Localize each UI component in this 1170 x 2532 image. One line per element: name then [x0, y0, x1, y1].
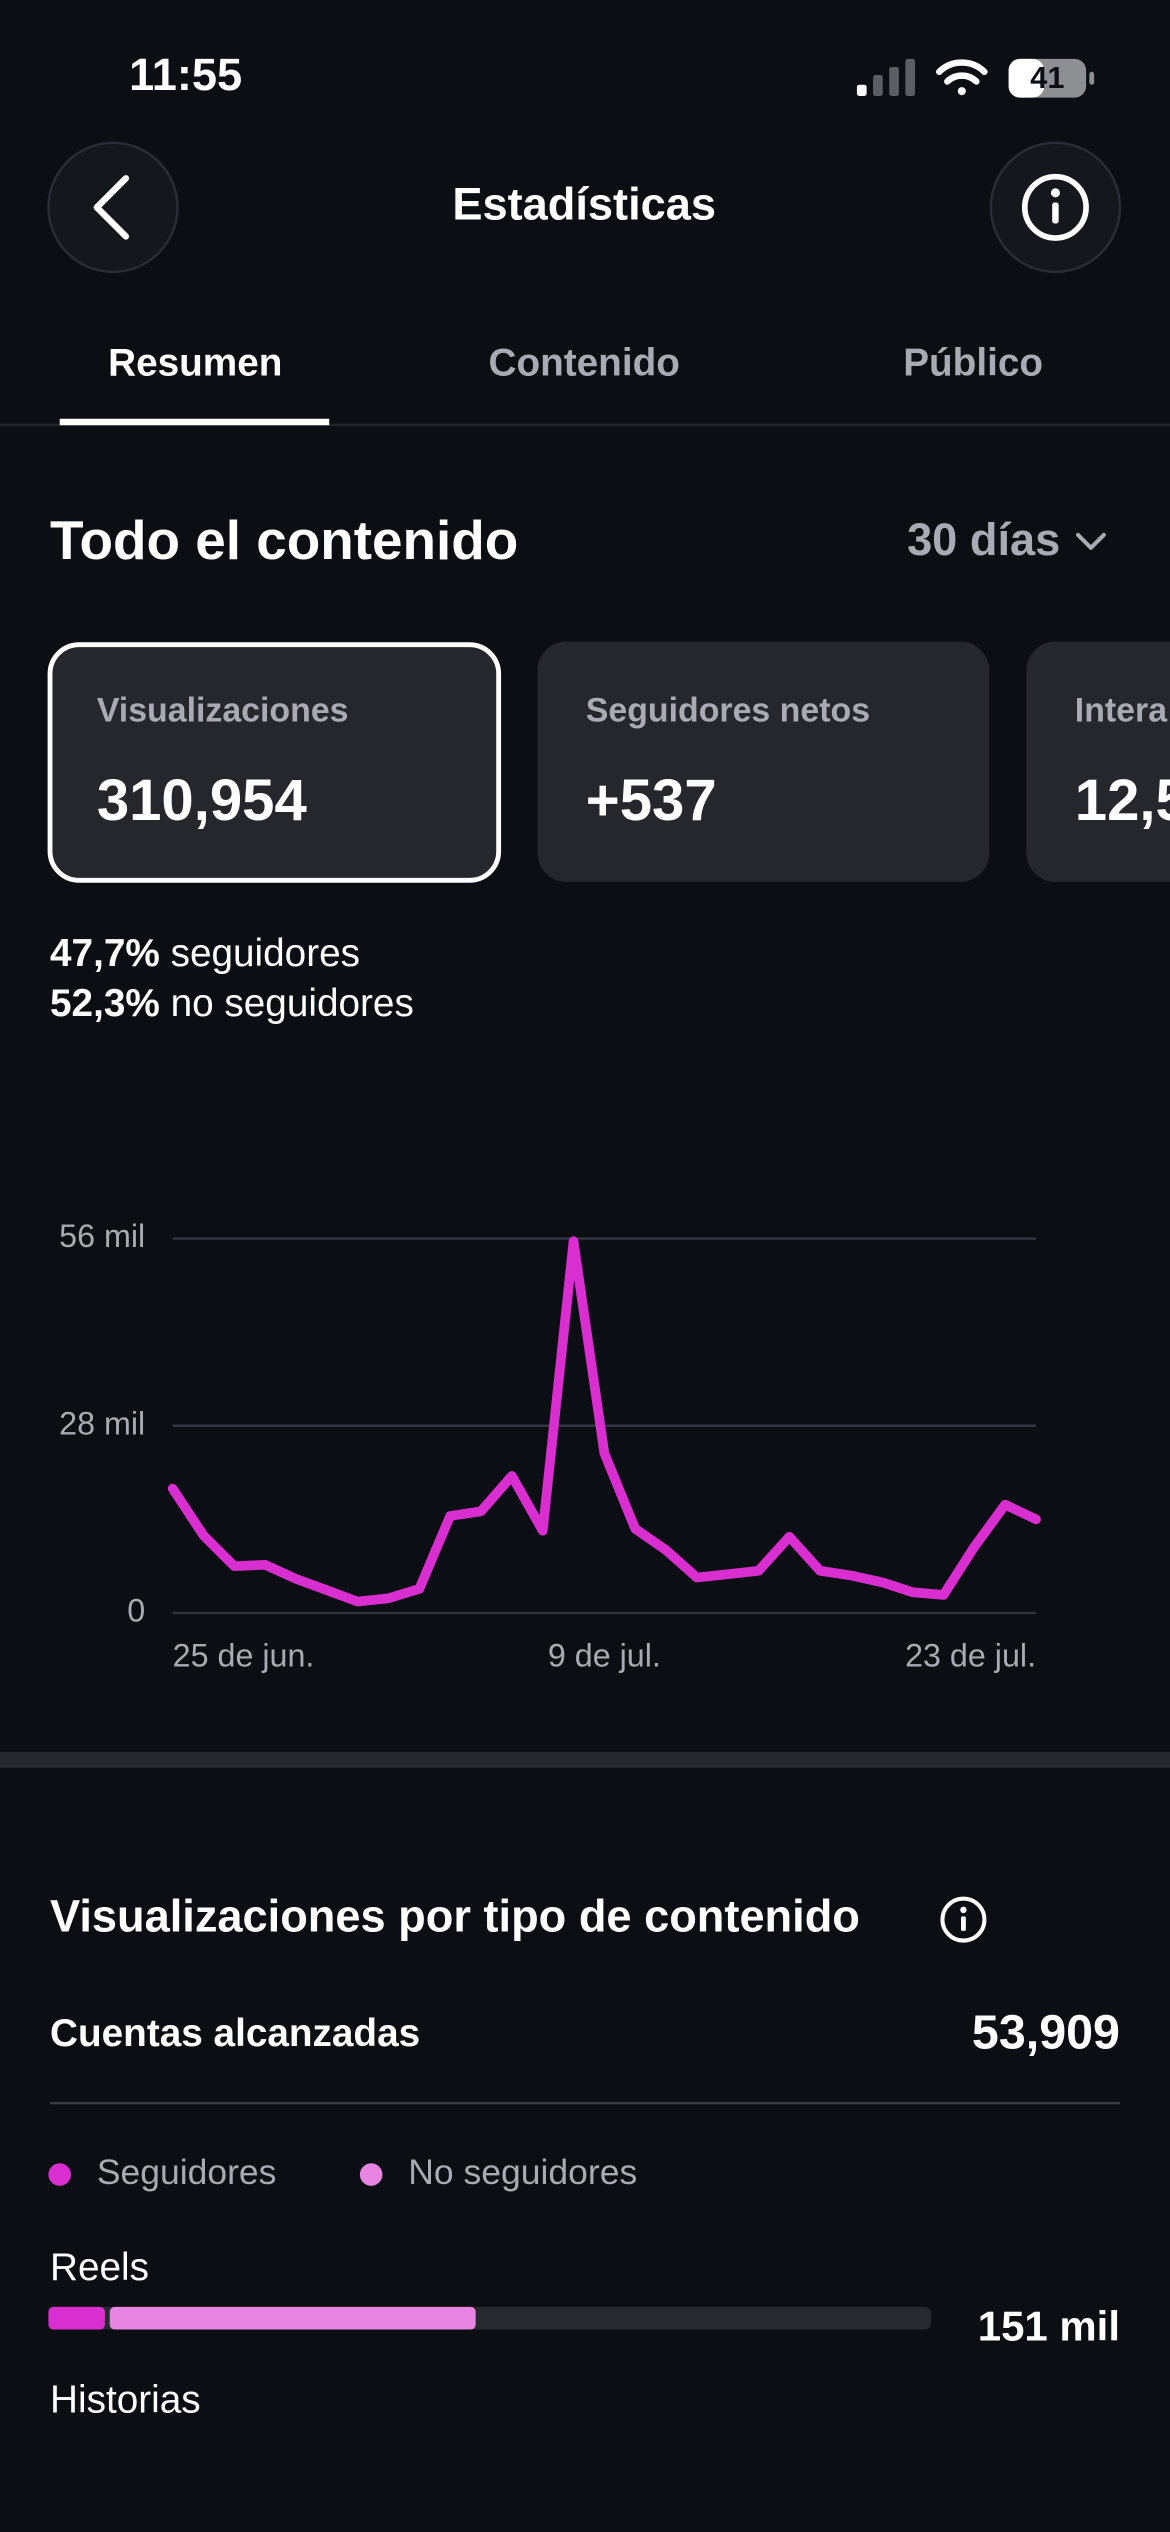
page-title: Estadísticas — [452, 178, 716, 229]
legend-label: No seguidores — [408, 2152, 637, 2192]
section-title: Todo el contenido — [50, 509, 518, 571]
legend-dot — [359, 2163, 383, 2186]
section-divider — [0, 1751, 1170, 1768]
audience-line: 52,3% no seguidores — [50, 982, 414, 1025]
y-tick-label: 56 mil — [59, 1218, 145, 1254]
data-line — [167, 1236, 1041, 1607]
tab[interactable]: Público — [903, 342, 1043, 385]
card-value: 12,5 — [1075, 768, 1170, 833]
signal-icon — [856, 58, 916, 96]
card-label: Visualizaciones — [97, 691, 349, 729]
row-label: Historias — [50, 2378, 201, 2421]
legend-label: Seguidores — [97, 2152, 277, 2192]
audience-line: 47,7% seguidores — [50, 932, 360, 975]
battery-icon: 41 — [1008, 58, 1095, 98]
y-tick-label: 0 — [127, 1592, 145, 1628]
battery-level: 41 — [1030, 61, 1064, 95]
audience-share: 52,3% — [50, 982, 160, 1025]
bar-segment — [109, 2306, 476, 2330]
audience-share: 47,7% — [50, 932, 160, 975]
row-total: 151 mil — [978, 2303, 1120, 2350]
metric-card[interactable]: Seguidores netos +537 — [537, 641, 990, 882]
tab-indicator — [59, 418, 330, 426]
metric-card[interactable]: Intera 12,5 — [1026, 641, 1170, 882]
legend-dot — [48, 2163, 72, 2186]
reach-label: Cuentas alcanzadas — [50, 2012, 420, 2055]
metric-card[interactable]: Visualizaciones 310,954 — [47, 642, 502, 883]
info-button[interactable] — [989, 141, 1122, 274]
audience-label: seguidores — [171, 932, 360, 975]
card-label: Seguidores netos — [586, 691, 870, 729]
divider — [50, 2101, 1120, 2105]
card-label: Intera — [1075, 691, 1168, 729]
back-button[interactable] — [47, 141, 179, 274]
audience-label: no seguidores — [171, 982, 414, 1025]
card-value: +537 — [586, 768, 717, 833]
status-time: 11:55 — [129, 49, 242, 100]
tab-divider — [0, 423, 1170, 427]
reach-value: 53,909 — [972, 2006, 1120, 2060]
y-tick-label: 28 mil — [59, 1405, 145, 1441]
wifi-icon — [935, 59, 988, 96]
tab[interactable]: Contenido — [488, 342, 679, 385]
tab[interactable]: Resumen — [108, 342, 282, 385]
content-breakdown: Seguidores No seguidores Reels 151 mil Histo… — [48, 2152, 1120, 2421]
info-icon[interactable] — [940, 1896, 987, 1943]
x-tick-label: 25 de jun. — [173, 1638, 315, 1674]
line-chart: 0 28 mil 56 mil 25 de jun. 9 de jul. 23 de ju… — [59, 1218, 1041, 1674]
period-label[interactable]: 30 días — [907, 514, 1060, 565]
card-value: 310,954 — [97, 768, 307, 833]
period-selector[interactable]: 30 días — [907, 514, 1106, 565]
bar-segment — [48, 2306, 105, 2330]
row-label: Reels — [50, 2246, 149, 2289]
x-tick-label: 9 de jul. — [548, 1638, 661, 1674]
content-title: Visualizaciones por tipo de contenido — [50, 1891, 860, 1942]
x-tick-label: 23 de jul. — [905, 1638, 1036, 1674]
